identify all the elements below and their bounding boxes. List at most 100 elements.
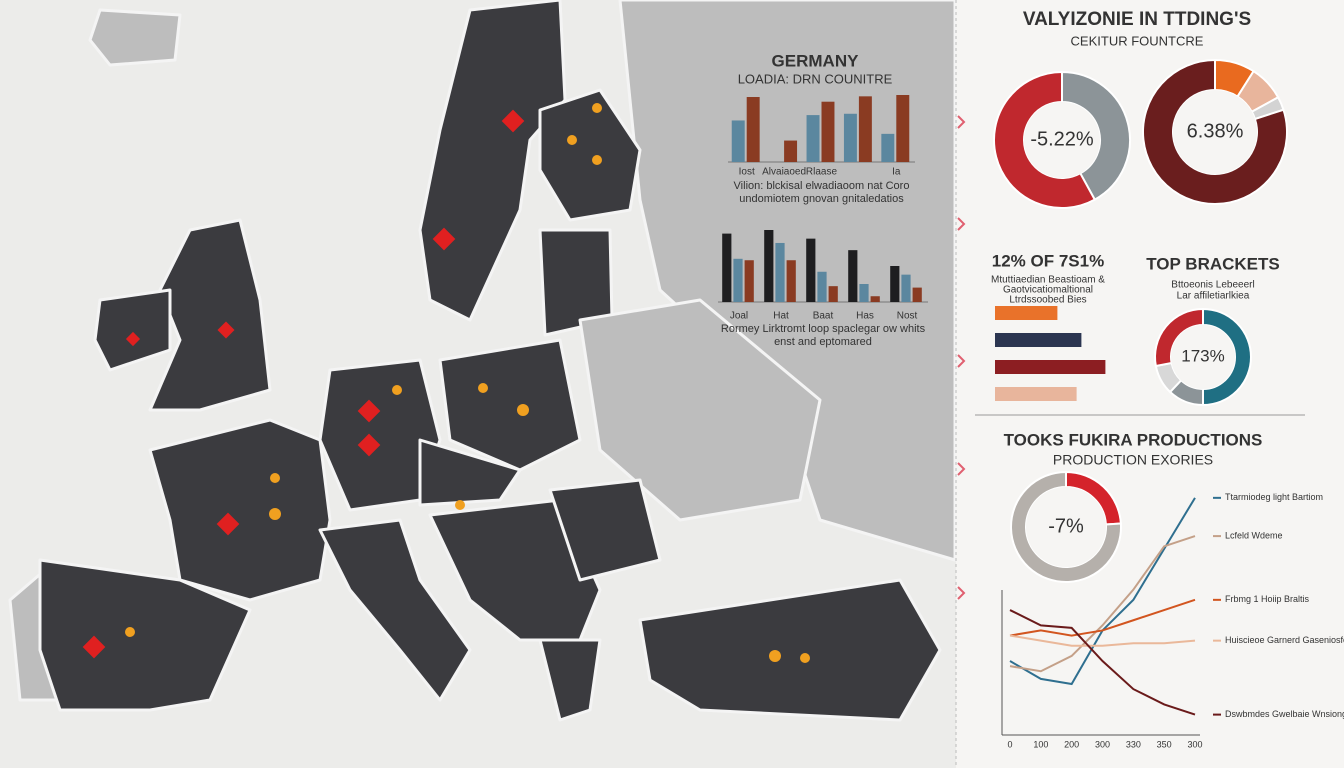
bar (784, 140, 798, 162)
bar (786, 260, 796, 302)
x-tick-label: Ia (892, 167, 901, 178)
bar (731, 120, 745, 162)
bar (817, 271, 827, 302)
donut-hole (1171, 325, 1235, 389)
bar (775, 242, 785, 302)
title: VALYIZONIE IN TTDING'S (1023, 9, 1251, 30)
subtitle: CEKITUR FOUNTCRE (1071, 33, 1204, 48)
legend-label: Frbmg 1 Hoiip Braltis (1225, 594, 1310, 604)
bar (901, 274, 911, 302)
marker (357, 399, 381, 423)
bar (848, 250, 858, 302)
chart-title: 12% OF 7S1% (992, 251, 1104, 270)
caption: Gaotvicatiomaltional (1003, 285, 1093, 296)
spain (38, 558, 252, 712)
x-tick-label: 100 (1033, 739, 1048, 749)
ireland (93, 288, 172, 372)
chevrons (957, 115, 966, 600)
bar (858, 96, 872, 162)
x-tick-label: Joal (730, 311, 748, 322)
x-tick-label: Baat (813, 311, 834, 322)
line (1009, 634, 1196, 647)
line (1009, 535, 1196, 673)
chevron (957, 586, 966, 600)
turkey (638, 578, 942, 722)
dot (517, 404, 529, 416)
marker (217, 321, 235, 339)
chart-subtitle: LOADIA: DRN COUNITRE (738, 71, 893, 86)
chevron (957, 462, 966, 476)
bar (733, 258, 743, 302)
bar (722, 233, 732, 302)
dot (455, 500, 465, 510)
bar (995, 306, 1058, 320)
iceland (88, 8, 182, 67)
bar (843, 113, 857, 162)
bar (806, 238, 816, 302)
chevron (957, 217, 966, 231)
bar (746, 97, 760, 162)
x-tick-label: 0 (1007, 739, 1012, 749)
center-label: -7% (1048, 515, 1084, 537)
x-tick-label: Alvaiaoed (762, 167, 806, 178)
bar (744, 260, 754, 302)
bar (859, 284, 869, 302)
caption: Rormey Lirktromt loop spaclegar ow whits (721, 323, 926, 335)
bar (870, 296, 880, 302)
czechia (418, 438, 522, 507)
caption: Lar affiletiarlkiea (1177, 291, 1250, 302)
dot (769, 650, 781, 662)
x-tick-label: Hat (773, 311, 789, 322)
marker (125, 331, 141, 347)
marker (82, 635, 106, 659)
france (148, 418, 332, 602)
center-label: 6.38% (1187, 120, 1244, 142)
caption: undomiotem gnovan gnitaledatios (739, 193, 904, 205)
map (8, 0, 957, 722)
bar (995, 333, 1082, 347)
finland (538, 88, 642, 222)
line (1009, 609, 1196, 716)
x-tick-label: 350 (1157, 739, 1172, 749)
bar (806, 115, 820, 162)
bar (995, 387, 1077, 401)
bar (890, 266, 900, 302)
x-tick-label: Rlaase (806, 167, 838, 178)
donut-hole (1026, 487, 1106, 567)
caption: enst and eptomared (774, 336, 872, 348)
romania (548, 478, 662, 582)
bar (912, 287, 922, 302)
x-tick-label: 300 (1095, 739, 1110, 749)
caption: Mtuttiaedian Beastioam & (991, 275, 1105, 286)
chevron (957, 115, 966, 129)
line (1009, 598, 1196, 637)
chevron (957, 354, 966, 368)
legend-label: Huiscieoe Garnerd Gaseniosfeit Bhme (1225, 635, 1344, 645)
x-tick-label: Nost (897, 311, 918, 322)
x-tick-label: Has (856, 311, 874, 322)
dot (478, 383, 488, 393)
donut-hole (1173, 90, 1257, 174)
caption: Bttoeonis Lebeeerl (1171, 280, 1254, 291)
legend-label: Lcfeld Wdeme (1225, 530, 1283, 540)
bar (764, 230, 774, 302)
bar (896, 95, 910, 162)
marker (357, 433, 381, 457)
ukraine (578, 298, 822, 522)
chart-title: GERMANY (772, 51, 860, 70)
legend-label: Ttarmiodeg light Bartiom (1225, 492, 1323, 502)
dot (392, 385, 402, 395)
bar (821, 101, 835, 162)
center-label: -5.22% (1030, 128, 1094, 150)
x-tick-label: 330 (1126, 739, 1141, 749)
donut-hole (1024, 102, 1100, 178)
dot (800, 653, 810, 663)
caption: Ltrdssoobed Bies (1009, 295, 1086, 306)
caption: PRODUCTION EXORIES (1053, 452, 1213, 468)
bar (881, 133, 895, 162)
poland (438, 338, 582, 472)
dot (269, 508, 281, 520)
dot (270, 473, 280, 483)
